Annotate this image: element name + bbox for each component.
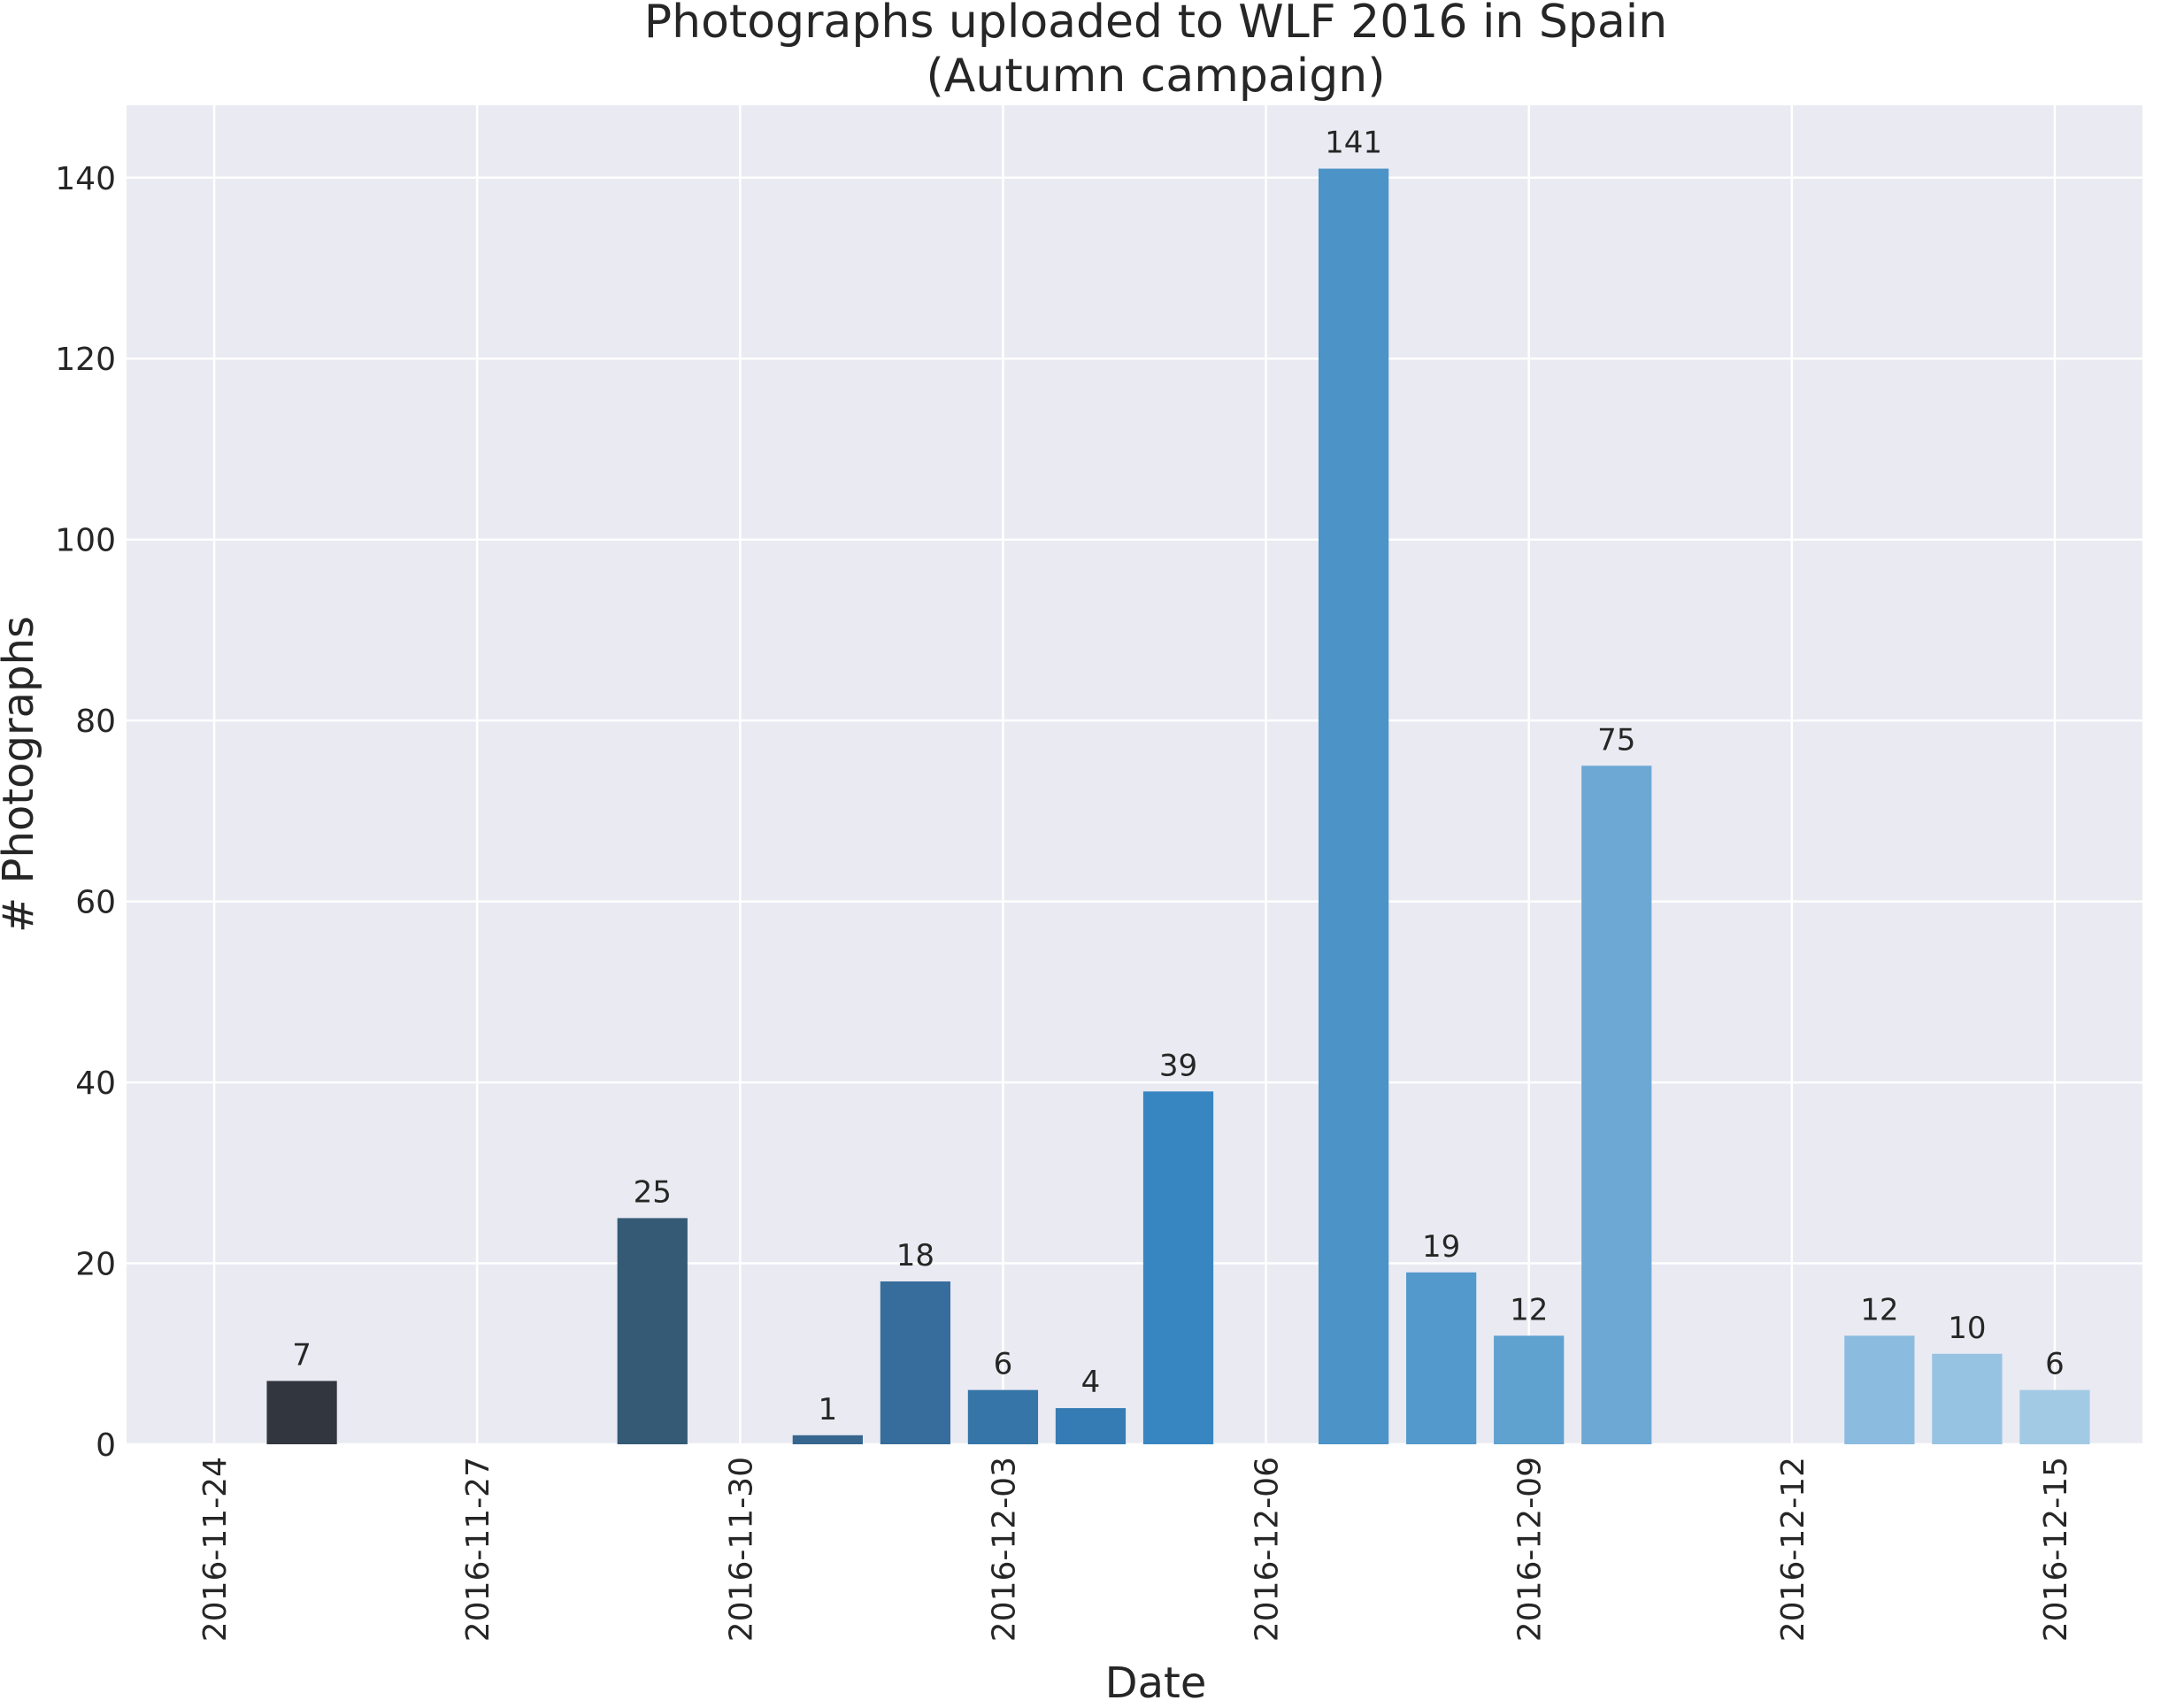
x-tick-label: 2016-11-30 xyxy=(723,1457,759,1642)
y-tick-label: 140 xyxy=(55,161,116,197)
x-tick-labels: 2016-11-24 2016-11-27 2016-11-30 2016-12-03… xyxy=(197,1457,2074,1642)
grid-lines xyxy=(127,105,2142,1446)
bar-value-label: 12 xyxy=(1860,1292,1898,1327)
bar xyxy=(1142,1091,1214,1444)
x-tick-label: 2016-12-15 xyxy=(2038,1457,2074,1642)
x-tick-label: 2016-12-03 xyxy=(986,1457,1022,1642)
y-tick-label: 80 xyxy=(75,704,116,740)
bar-value-label: 6 xyxy=(2045,1347,2065,1382)
bar-value-label: 19 xyxy=(1422,1229,1460,1265)
bar-value-label: 6 xyxy=(994,1347,1013,1382)
bar xyxy=(1055,1408,1127,1444)
x-tick-label: 2016-11-24 xyxy=(197,1457,234,1642)
bar-value-label: 75 xyxy=(1597,722,1635,758)
y-tick-label: 40 xyxy=(75,1066,116,1102)
bar xyxy=(1932,1353,2003,1444)
y-tick-label: 60 xyxy=(75,885,116,921)
x-tick-label: 2016-12-09 xyxy=(1512,1457,1549,1642)
bar xyxy=(792,1435,863,1444)
bar-value-label: 39 xyxy=(1159,1048,1197,1083)
y-axis-label: # Photographs xyxy=(0,616,43,933)
y-tick-label: 0 xyxy=(96,1427,116,1464)
bar xyxy=(880,1281,951,1444)
bar-value-label: 141 xyxy=(1325,126,1382,161)
bar-value-label: 10 xyxy=(1948,1311,1986,1346)
bar-value-label: 12 xyxy=(1510,1292,1548,1327)
bar xyxy=(1581,766,1652,1444)
bar xyxy=(2019,1389,2090,1444)
y-tick-labels: 0 20 40 60 80 100 120 140 xyxy=(55,161,116,1464)
bar-value-label: 18 xyxy=(896,1238,934,1273)
bar-value-label: 1 xyxy=(819,1392,838,1427)
y-tick-label: 120 xyxy=(55,342,116,378)
plot-area xyxy=(127,105,2142,1444)
bar xyxy=(617,1218,688,1444)
y-tick-label: 20 xyxy=(75,1247,116,1283)
bar-value-label: 25 xyxy=(634,1174,672,1210)
x-tick-label: 2016-12-06 xyxy=(1250,1457,1286,1642)
bar xyxy=(1406,1272,1477,1444)
bar xyxy=(1844,1335,1915,1444)
bar xyxy=(967,1389,1039,1444)
x-tick-label: 2016-12-12 xyxy=(1775,1457,1811,1642)
chart-title-line-1: Photographs uploaded to WLF 2016 in Spai… xyxy=(644,0,1667,49)
bars xyxy=(266,168,2090,1445)
bar xyxy=(1318,168,1389,1445)
x-axis-label: Date xyxy=(1105,1658,1207,1704)
data-labels: 7 25 1 18 6 4 39 141 19 12 75 12 10 6 xyxy=(292,126,2065,1427)
chart-title-line-2: (Autumn campaign) xyxy=(927,50,1386,103)
bar xyxy=(1494,1335,1565,1444)
bar-value-label: 7 xyxy=(292,1337,311,1373)
bar xyxy=(266,1381,337,1444)
y-tick-label: 100 xyxy=(55,523,116,559)
bar-value-label: 4 xyxy=(1081,1365,1101,1400)
x-tick-label: 2016-11-27 xyxy=(460,1457,496,1642)
